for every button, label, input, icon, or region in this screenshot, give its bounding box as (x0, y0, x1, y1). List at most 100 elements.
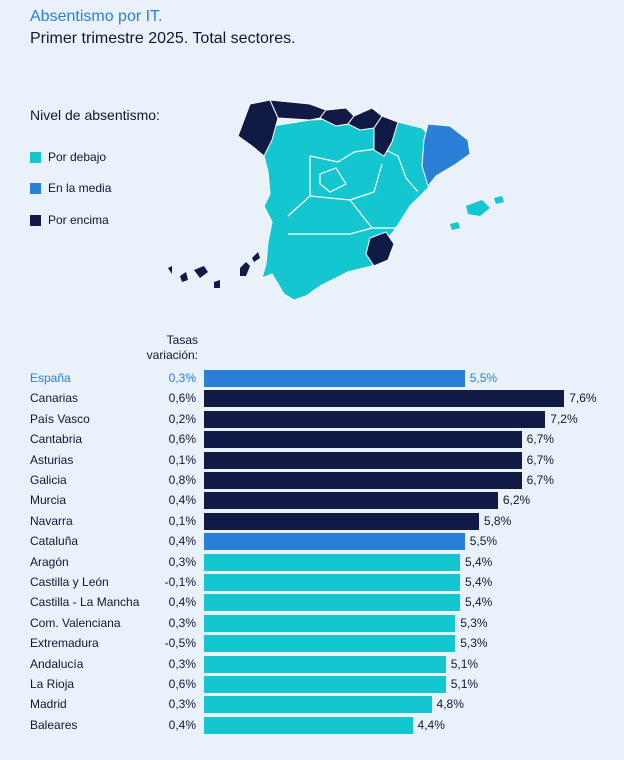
chart-title: Absentismo por IT. (30, 8, 163, 25)
bar-category-label: España (30, 371, 71, 385)
bar-category-label: País Vasco (30, 411, 90, 426)
bar (204, 431, 522, 449)
bar (204, 370, 465, 387)
bar-value-label: 5,3% (460, 615, 488, 630)
bar-value-label: 5,1% (450, 677, 479, 691)
bar-value-label: 5,1% (450, 656, 479, 671)
variation-rate-label: 0,4% (168, 717, 196, 732)
map-region-canarias (168, 252, 260, 288)
variation-rate-label: 0,3% (168, 697, 196, 712)
bar-category-label: Baleares (30, 717, 78, 732)
bar-category-label: Castilla - La Mancha (30, 595, 140, 610)
bar-category-label: Murcia (30, 493, 67, 508)
bar-value-label: 5,4% (464, 554, 493, 569)
bar-category-label: La Rioja (30, 677, 75, 691)
bar-row: Castilla - La Mancha 0,4% 5,4% (0, 593, 624, 613)
variation-rate-label: 0,6% (168, 677, 196, 691)
legend-item-above: Por encima (30, 213, 109, 227)
legend-swatch-average (30, 182, 41, 194)
variation-rate-label: 0,1% (168, 452, 196, 467)
bar (204, 696, 432, 714)
bar-category-label: Com. Valenciana (30, 615, 121, 630)
bar-row: España 0,3% 5,5% (0, 369, 624, 389)
bar (204, 512, 479, 530)
bar-row: Extremadura -0,5% 5,3% (0, 634, 624, 654)
variation-rate-label: 0,3% (168, 554, 196, 569)
bar-value-label: 4,4% (417, 717, 445, 732)
bar-row: Cantabria 0,6% 6,7% (0, 430, 624, 450)
bar-row: Aragón 0,3% 5,4% (0, 553, 624, 573)
bar-row: Canarias 0,6% 7,6% (0, 389, 624, 409)
bar-row: Navarra 0,1% 5,8% (0, 512, 624, 532)
map-region-cataluna (421, 123, 471, 188)
variation-rate-label: 0,1% (168, 513, 196, 528)
bar (204, 410, 546, 428)
bar (204, 594, 460, 612)
bar-row: Galicia 0,8% 6,7% (0, 471, 624, 491)
variation-rate-label: 0,8% (168, 473, 196, 487)
bar (204, 390, 565, 408)
bar-row: Com. Valenciana 0,3% 5,3% (0, 614, 624, 634)
variation-rate-label: -0,1% (164, 575, 196, 589)
bar-category-label: Canarias (30, 391, 79, 406)
bar-row: Asturias 0,1% 6,7% (0, 451, 624, 471)
variation-rate-label: 0,6% (168, 391, 196, 406)
bar-category-label: Cataluña (30, 534, 79, 549)
bar-row: Madrid 0,3% 4,8% (0, 695, 624, 715)
legend-label-below: Por debajo (48, 150, 107, 164)
bar-category-label: Cantabria (30, 432, 83, 447)
variation-rate-label: 0,2% (168, 411, 196, 426)
bar-category-label: Madrid (30, 697, 67, 712)
bar-row: La Rioja 0,6% 5,1% (0, 675, 624, 695)
bar (204, 614, 456, 632)
spain-map (168, 99, 504, 301)
bar-value-label: 5,4% (464, 595, 493, 610)
bar-value-label: 6,7% (526, 452, 554, 467)
legend-item-below: Por debajo (30, 150, 106, 164)
bar-value-label: 5,8% (483, 513, 512, 528)
map-mainland (236, 117, 443, 301)
bar-value-label: 5,4% (464, 575, 493, 589)
map-region-galicia (237, 99, 279, 157)
bar-value-label: 6,7% (526, 432, 554, 447)
map-region-asturias (269, 99, 327, 121)
bar-value-label: 5,3% (460, 636, 488, 651)
variation-rate-label: 0,3% (168, 615, 196, 630)
bar-row: Murcia 0,4% 6,2% (0, 491, 624, 511)
bar-value-label: 5,5% (469, 534, 498, 549)
bar-value-label: 4,8% (436, 697, 464, 712)
bar-category-label: Andalucía (30, 656, 84, 671)
bar-category-label: Navarra (30, 513, 73, 528)
legend-item-average: En la media (30, 181, 111, 195)
map-region-borders (287, 147, 419, 235)
bar-value-label: 7,6% (569, 391, 597, 406)
bar-row: Cataluña 0,4% 5,5% (0, 532, 624, 552)
bar (204, 492, 498, 510)
bar-row: Andalucía 0,3% 5,1% (0, 655, 624, 675)
variation-rate-label: -0,5% (164, 636, 196, 651)
bar (204, 676, 446, 693)
bar-category-label: Galicia (30, 473, 67, 487)
bar-category-label: Castilla y León (30, 575, 109, 589)
variation-rate-label: 0,3% (168, 656, 196, 671)
map-region-baleares (450, 196, 504, 230)
legend-title: Nivel de absentismo: (30, 107, 160, 123)
bar (204, 635, 456, 653)
bar (204, 451, 522, 469)
legend-swatch-above (30, 214, 41, 226)
map-region-navarra (373, 115, 399, 157)
legend-swatch-below (30, 151, 41, 163)
chart-subtitle: Primer trimestre 2025. Total sectores. (30, 30, 296, 47)
bar (204, 716, 413, 734)
bar-value-label: 5,5% (469, 371, 498, 385)
bar-row: País Vasco 0,2% 7,2% (0, 410, 624, 430)
bar (204, 655, 446, 673)
legend-label-above: Por encima (48, 213, 109, 227)
variation-rate-label: 0,4% (168, 595, 196, 610)
bar-category-label: Asturias (30, 452, 74, 467)
bar (204, 533, 465, 551)
column-header-variation: Tasas variación: (146, 333, 198, 362)
variation-rate-label: 0,4% (168, 534, 196, 549)
bar-value-label: 6,2% (502, 493, 531, 508)
bar-category-label: Aragón (30, 554, 69, 569)
